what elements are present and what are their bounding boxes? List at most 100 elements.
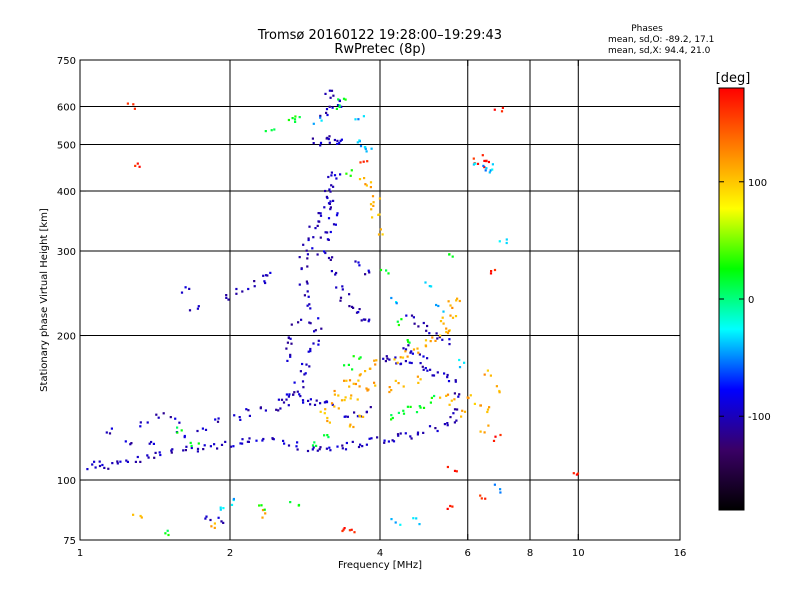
data-point bbox=[286, 359, 289, 362]
data-point bbox=[287, 336, 290, 340]
data-point bbox=[307, 399, 310, 402]
data-point bbox=[412, 348, 416, 351]
data-point bbox=[326, 113, 329, 117]
data-point bbox=[282, 401, 286, 404]
colorbar-label: [deg] bbox=[716, 71, 751, 86]
data-point bbox=[352, 382, 355, 385]
data-point bbox=[367, 320, 370, 323]
data-point bbox=[331, 106, 334, 109]
data-point bbox=[271, 437, 274, 440]
data-point bbox=[129, 443, 132, 446]
data-point bbox=[369, 186, 372, 189]
colorbar-tick-label: 100 bbox=[748, 178, 767, 189]
data-point bbox=[396, 361, 399, 364]
data-point bbox=[349, 174, 352, 177]
data-point bbox=[484, 497, 487, 500]
data-point bbox=[126, 460, 129, 463]
data-point bbox=[103, 466, 106, 469]
data-point bbox=[399, 523, 402, 526]
data-point bbox=[190, 446, 193, 450]
data-point bbox=[452, 412, 455, 415]
data-point bbox=[219, 508, 222, 511]
data-point bbox=[270, 129, 273, 132]
data-point bbox=[366, 160, 369, 163]
data-point bbox=[369, 367, 372, 370]
data-point bbox=[367, 269, 370, 272]
data-point bbox=[316, 449, 319, 452]
data-point bbox=[428, 332, 431, 335]
data-point bbox=[362, 160, 365, 163]
data-point bbox=[341, 447, 344, 450]
data-point bbox=[487, 160, 490, 164]
data-point bbox=[320, 119, 323, 122]
data-point bbox=[364, 273, 367, 276]
data-point bbox=[405, 314, 408, 317]
data-point bbox=[404, 432, 407, 435]
data-point bbox=[419, 362, 422, 365]
data-point bbox=[434, 427, 437, 430]
data-point bbox=[190, 444, 193, 447]
data-point bbox=[189, 441, 192, 444]
data-point bbox=[323, 250, 326, 253]
data-point bbox=[308, 365, 311, 368]
data-point bbox=[162, 412, 165, 415]
data-point bbox=[434, 339, 437, 342]
data-point bbox=[372, 201, 375, 204]
data-point bbox=[572, 472, 575, 475]
data-point bbox=[188, 309, 192, 312]
data-point bbox=[492, 439, 496, 442]
data-point bbox=[326, 231, 329, 234]
data-point bbox=[291, 117, 294, 120]
data-point bbox=[344, 448, 348, 451]
data-point bbox=[463, 361, 466, 364]
data-point bbox=[86, 468, 89, 471]
data-point bbox=[448, 403, 451, 406]
data-point bbox=[98, 464, 102, 468]
data-points bbox=[86, 89, 580, 537]
data-point bbox=[374, 384, 377, 387]
data-point bbox=[116, 462, 119, 465]
data-point bbox=[335, 177, 338, 180]
data-point bbox=[399, 363, 402, 366]
data-point bbox=[239, 442, 242, 445]
data-point bbox=[409, 435, 412, 438]
data-point bbox=[305, 363, 308, 366]
data-point bbox=[402, 385, 405, 388]
data-point bbox=[455, 470, 458, 473]
data-point bbox=[299, 370, 302, 373]
data-point bbox=[217, 417, 220, 420]
data-point bbox=[368, 437, 371, 440]
data-point bbox=[327, 436, 330, 439]
data-point bbox=[230, 503, 234, 506]
data-point bbox=[300, 267, 303, 271]
data-point bbox=[491, 163, 494, 166]
data-point bbox=[490, 270, 493, 273]
data-point bbox=[357, 379, 360, 382]
data-point bbox=[182, 449, 185, 452]
data-point bbox=[241, 290, 244, 293]
data-point bbox=[422, 431, 425, 434]
data-point bbox=[346, 415, 349, 418]
data-point bbox=[370, 208, 373, 211]
data-point bbox=[429, 368, 432, 371]
data-point bbox=[330, 171, 333, 174]
data-point bbox=[330, 270, 333, 273]
data-point bbox=[293, 118, 297, 121]
data-point bbox=[294, 115, 297, 118]
data-point bbox=[357, 261, 360, 264]
legend-title: Phases bbox=[631, 24, 663, 34]
data-point bbox=[458, 299, 461, 303]
data-point bbox=[101, 463, 104, 467]
data-point bbox=[458, 358, 461, 362]
data-point bbox=[227, 298, 230, 301]
data-point bbox=[170, 449, 173, 452]
data-point bbox=[348, 425, 351, 428]
data-point bbox=[447, 380, 451, 383]
data-point bbox=[309, 403, 312, 406]
data-point bbox=[154, 451, 157, 454]
data-point bbox=[336, 212, 339, 215]
data-point bbox=[139, 460, 142, 463]
y-tick-label: 200 bbox=[57, 332, 76, 343]
data-point bbox=[441, 316, 444, 319]
data-point bbox=[105, 431, 108, 434]
